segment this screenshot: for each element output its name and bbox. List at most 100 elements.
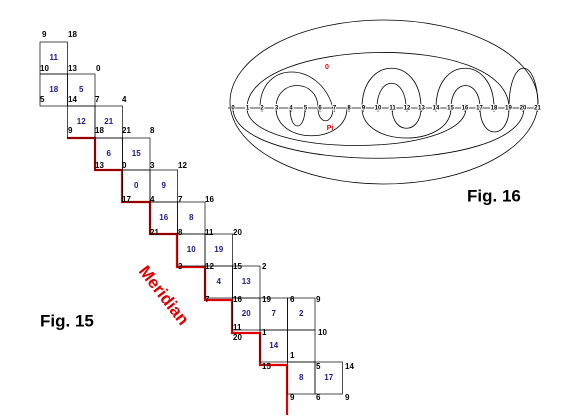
corner-label: 21 bbox=[122, 126, 131, 135]
corner-label: 9 bbox=[290, 393, 295, 402]
arc bbox=[508, 67, 539, 109]
cell-label: 16 bbox=[159, 213, 168, 222]
arc bbox=[361, 107, 452, 139]
corner-label: 9 bbox=[316, 295, 321, 304]
corner-label: 8 bbox=[150, 126, 155, 135]
axis-label: 10 bbox=[375, 106, 382, 112]
corner-label: 13 bbox=[95, 161, 104, 170]
cell-label: 15 bbox=[132, 149, 141, 158]
arc bbox=[317, 107, 334, 122]
cell-label: 19 bbox=[214, 245, 223, 254]
corner-label: 17 bbox=[122, 195, 131, 204]
axis-label: 18 bbox=[491, 106, 498, 112]
corner-label: 1 bbox=[262, 328, 267, 337]
cell-label: 8 bbox=[299, 373, 304, 382]
axis-label: 16 bbox=[462, 106, 469, 112]
axis-label: 14 bbox=[433, 106, 440, 112]
cell-label: 0 bbox=[134, 181, 139, 190]
axis-label: 6 bbox=[318, 106, 322, 112]
cell-label: 4 bbox=[217, 277, 222, 286]
cell-label: 17 bbox=[324, 373, 333, 382]
corner-label: 4 bbox=[150, 195, 155, 204]
arc bbox=[259, 71, 334, 109]
axis-label: 20 bbox=[520, 106, 527, 112]
corner-label: 12 bbox=[205, 262, 214, 271]
axis-label: 4 bbox=[289, 106, 293, 112]
corner-label: 1 bbox=[290, 351, 295, 360]
arc bbox=[450, 85, 481, 109]
corner-label: 20 bbox=[233, 333, 242, 342]
cell-label: 13 bbox=[242, 277, 251, 286]
arc bbox=[289, 107, 306, 127]
corner-label: 8 bbox=[178, 228, 183, 237]
cell-label: 18 bbox=[49, 85, 58, 94]
corner-label: 21 bbox=[150, 228, 159, 237]
corner-label: 16 bbox=[205, 195, 214, 204]
meridian-path bbox=[67, 136, 289, 415]
corner-label: 13 bbox=[68, 64, 77, 73]
corner-label: 2 bbox=[262, 262, 267, 271]
corner-label: 12 bbox=[178, 161, 187, 170]
corner-label: 14 bbox=[345, 362, 354, 371]
axis-label: 0 bbox=[231, 106, 235, 112]
corner-label: 7 bbox=[178, 195, 183, 204]
corner-label: 9 bbox=[68, 126, 73, 135]
axis-label: 15 bbox=[447, 106, 454, 112]
axis-label: 2 bbox=[260, 106, 264, 112]
corner-label: 18 bbox=[68, 30, 77, 39]
corner-label: 5 bbox=[316, 362, 321, 371]
corner-label: 15 bbox=[262, 362, 271, 371]
arc bbox=[275, 85, 319, 109]
axis-label: 1 bbox=[246, 106, 250, 112]
arc bbox=[246, 107, 467, 146]
cell-label: 6 bbox=[107, 149, 112, 158]
corner-label: 9 bbox=[42, 30, 47, 39]
fig16-caption: Fig. 16 bbox=[467, 186, 521, 205]
cell-label: 9 bbox=[162, 181, 167, 190]
corner-label: 16 bbox=[233, 295, 242, 304]
arc bbox=[391, 107, 422, 129]
cell-label: 12 bbox=[77, 117, 86, 126]
arc bbox=[361, 68, 422, 109]
axis-label: 9 bbox=[362, 106, 366, 112]
cell-label: 11 bbox=[50, 53, 59, 62]
axis-label: 7 bbox=[333, 106, 337, 112]
cell-label: 20 bbox=[242, 309, 251, 318]
corner-label: 20 bbox=[233, 228, 242, 237]
arc bbox=[275, 107, 348, 136]
cell-box bbox=[287, 297, 316, 331]
corner-label: 4 bbox=[122, 95, 127, 104]
corner-label: 19 bbox=[262, 295, 271, 304]
corner-label: 9 bbox=[345, 393, 350, 402]
arc bbox=[435, 68, 495, 109]
cell-label: 21 bbox=[104, 117, 113, 126]
corner-label: 10 bbox=[318, 328, 327, 337]
axis-label: 19 bbox=[505, 106, 512, 112]
corner-label: 6 bbox=[290, 295, 295, 304]
axis-label: 17 bbox=[476, 106, 483, 112]
cell-label: 7 bbox=[272, 309, 277, 318]
corner-label: 3 bbox=[178, 262, 183, 271]
corner-label: 18 bbox=[95, 126, 104, 135]
axis-label: 21 bbox=[534, 106, 541, 112]
axis-label: 5 bbox=[304, 106, 308, 112]
corner-label: 3 bbox=[150, 161, 155, 170]
corner-label: 7 bbox=[205, 295, 210, 304]
cell-label: 2 bbox=[299, 309, 304, 318]
corner-label: 15 bbox=[233, 262, 242, 271]
cell-box bbox=[314, 361, 343, 395]
corner-label: 11 bbox=[205, 228, 214, 237]
corner-label: 14 bbox=[68, 95, 77, 104]
corner-label: 0 bbox=[122, 161, 127, 170]
corner-label: 7 bbox=[95, 95, 100, 104]
axis-label: 13 bbox=[418, 106, 425, 112]
arc bbox=[376, 82, 407, 109]
knot-diagram: 0 Pi bbox=[228, 19, 540, 185]
cell-box bbox=[259, 329, 288, 363]
axis-label: 11 bbox=[389, 106, 396, 112]
corner-label: 6 bbox=[316, 393, 321, 402]
arc bbox=[246, 52, 510, 109]
marker-pi: Pi bbox=[327, 125, 334, 132]
corner-label: 11 bbox=[233, 323, 242, 332]
